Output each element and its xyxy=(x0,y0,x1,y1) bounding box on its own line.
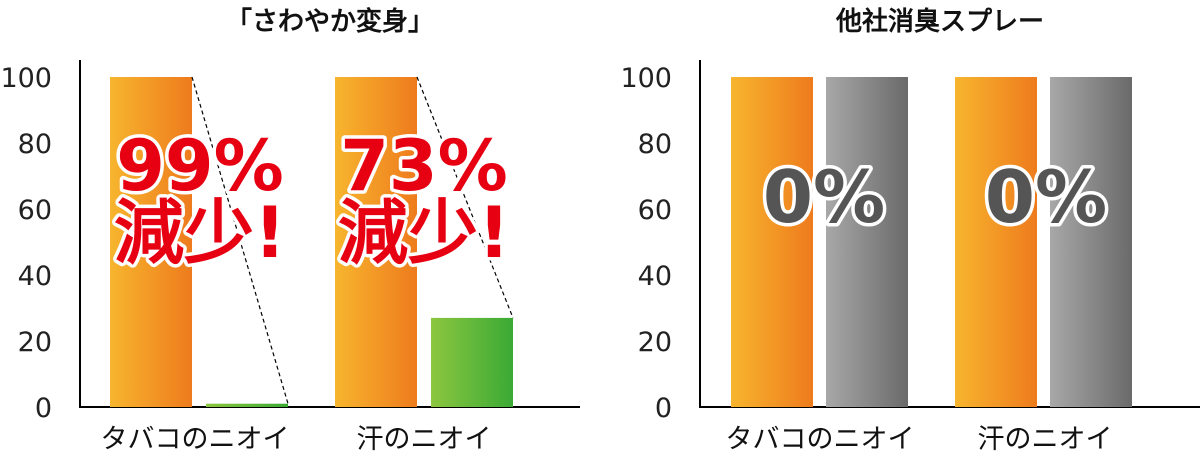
bar-right-tobacco-after xyxy=(826,77,908,407)
connector-left-tobacco xyxy=(191,76,289,404)
chart-right-ytick-0: 0 xyxy=(655,393,672,424)
annotation-sweat-percent: 73% xyxy=(340,125,508,207)
chart-left-category-tobacco: タバコのニオイ xyxy=(101,424,290,455)
annotation-tobacco-percent: 99% xyxy=(116,125,284,207)
bar-right-sweat-after xyxy=(1050,77,1132,407)
chart-right-ytick-100: 100 xyxy=(620,63,672,94)
chart-left-ytick-60: 60 xyxy=(18,195,52,226)
chart-right-ytick-60: 60 xyxy=(638,195,672,226)
bar-left-tobacco-before xyxy=(110,77,192,407)
annotation-tobacco-reduced: 減少! xyxy=(114,192,286,274)
annotation-sweat-reduced: 減少! xyxy=(338,192,510,274)
chart-left-ytick-100: 100 xyxy=(0,63,52,94)
chart-left-ytick-40: 40 xyxy=(18,261,52,292)
bar-right-sweat-before xyxy=(955,77,1037,407)
bar-left-sweat-before xyxy=(335,77,417,407)
chart-left-title: 「さわやか変身」 xyxy=(226,6,434,37)
chart-left: 「さわやか変身」 0 20 40 60 80 100 99% 減少! 73% 減… xyxy=(0,6,580,455)
bar-left-tobacco-after xyxy=(206,403,288,407)
chart-right-title: 他社消臭スプレー xyxy=(835,6,1044,37)
bar-right-tobacco-before xyxy=(731,77,813,407)
chart-right-ytick-20: 20 xyxy=(638,327,672,358)
connector-left-sweat xyxy=(416,76,514,319)
chart-right-ytick-40: 40 xyxy=(638,261,672,292)
annotation-right-sweat-percent: 0% xyxy=(985,155,1107,239)
chart-left-ytick-0: 0 xyxy=(35,393,52,424)
chart-right-category-tobacco: タバコのニオイ xyxy=(726,424,915,455)
chart-right: 他社消臭スプレー 0 20 40 60 80 100 0% 0% タバコのニオイ… xyxy=(620,6,1200,455)
annotation-right-tobacco-percent: 0% xyxy=(763,155,885,239)
chart-left-category-sweat: 汗のニオイ xyxy=(357,424,492,455)
chart-left-ytick-80: 80 xyxy=(18,129,52,160)
chart-left-ytick-20: 20 xyxy=(18,327,52,358)
chart-right-category-sweat: 汗のニオイ xyxy=(978,424,1113,455)
bar-left-sweat-after xyxy=(431,317,513,407)
chart-right-ytick-80: 80 xyxy=(638,129,672,160)
